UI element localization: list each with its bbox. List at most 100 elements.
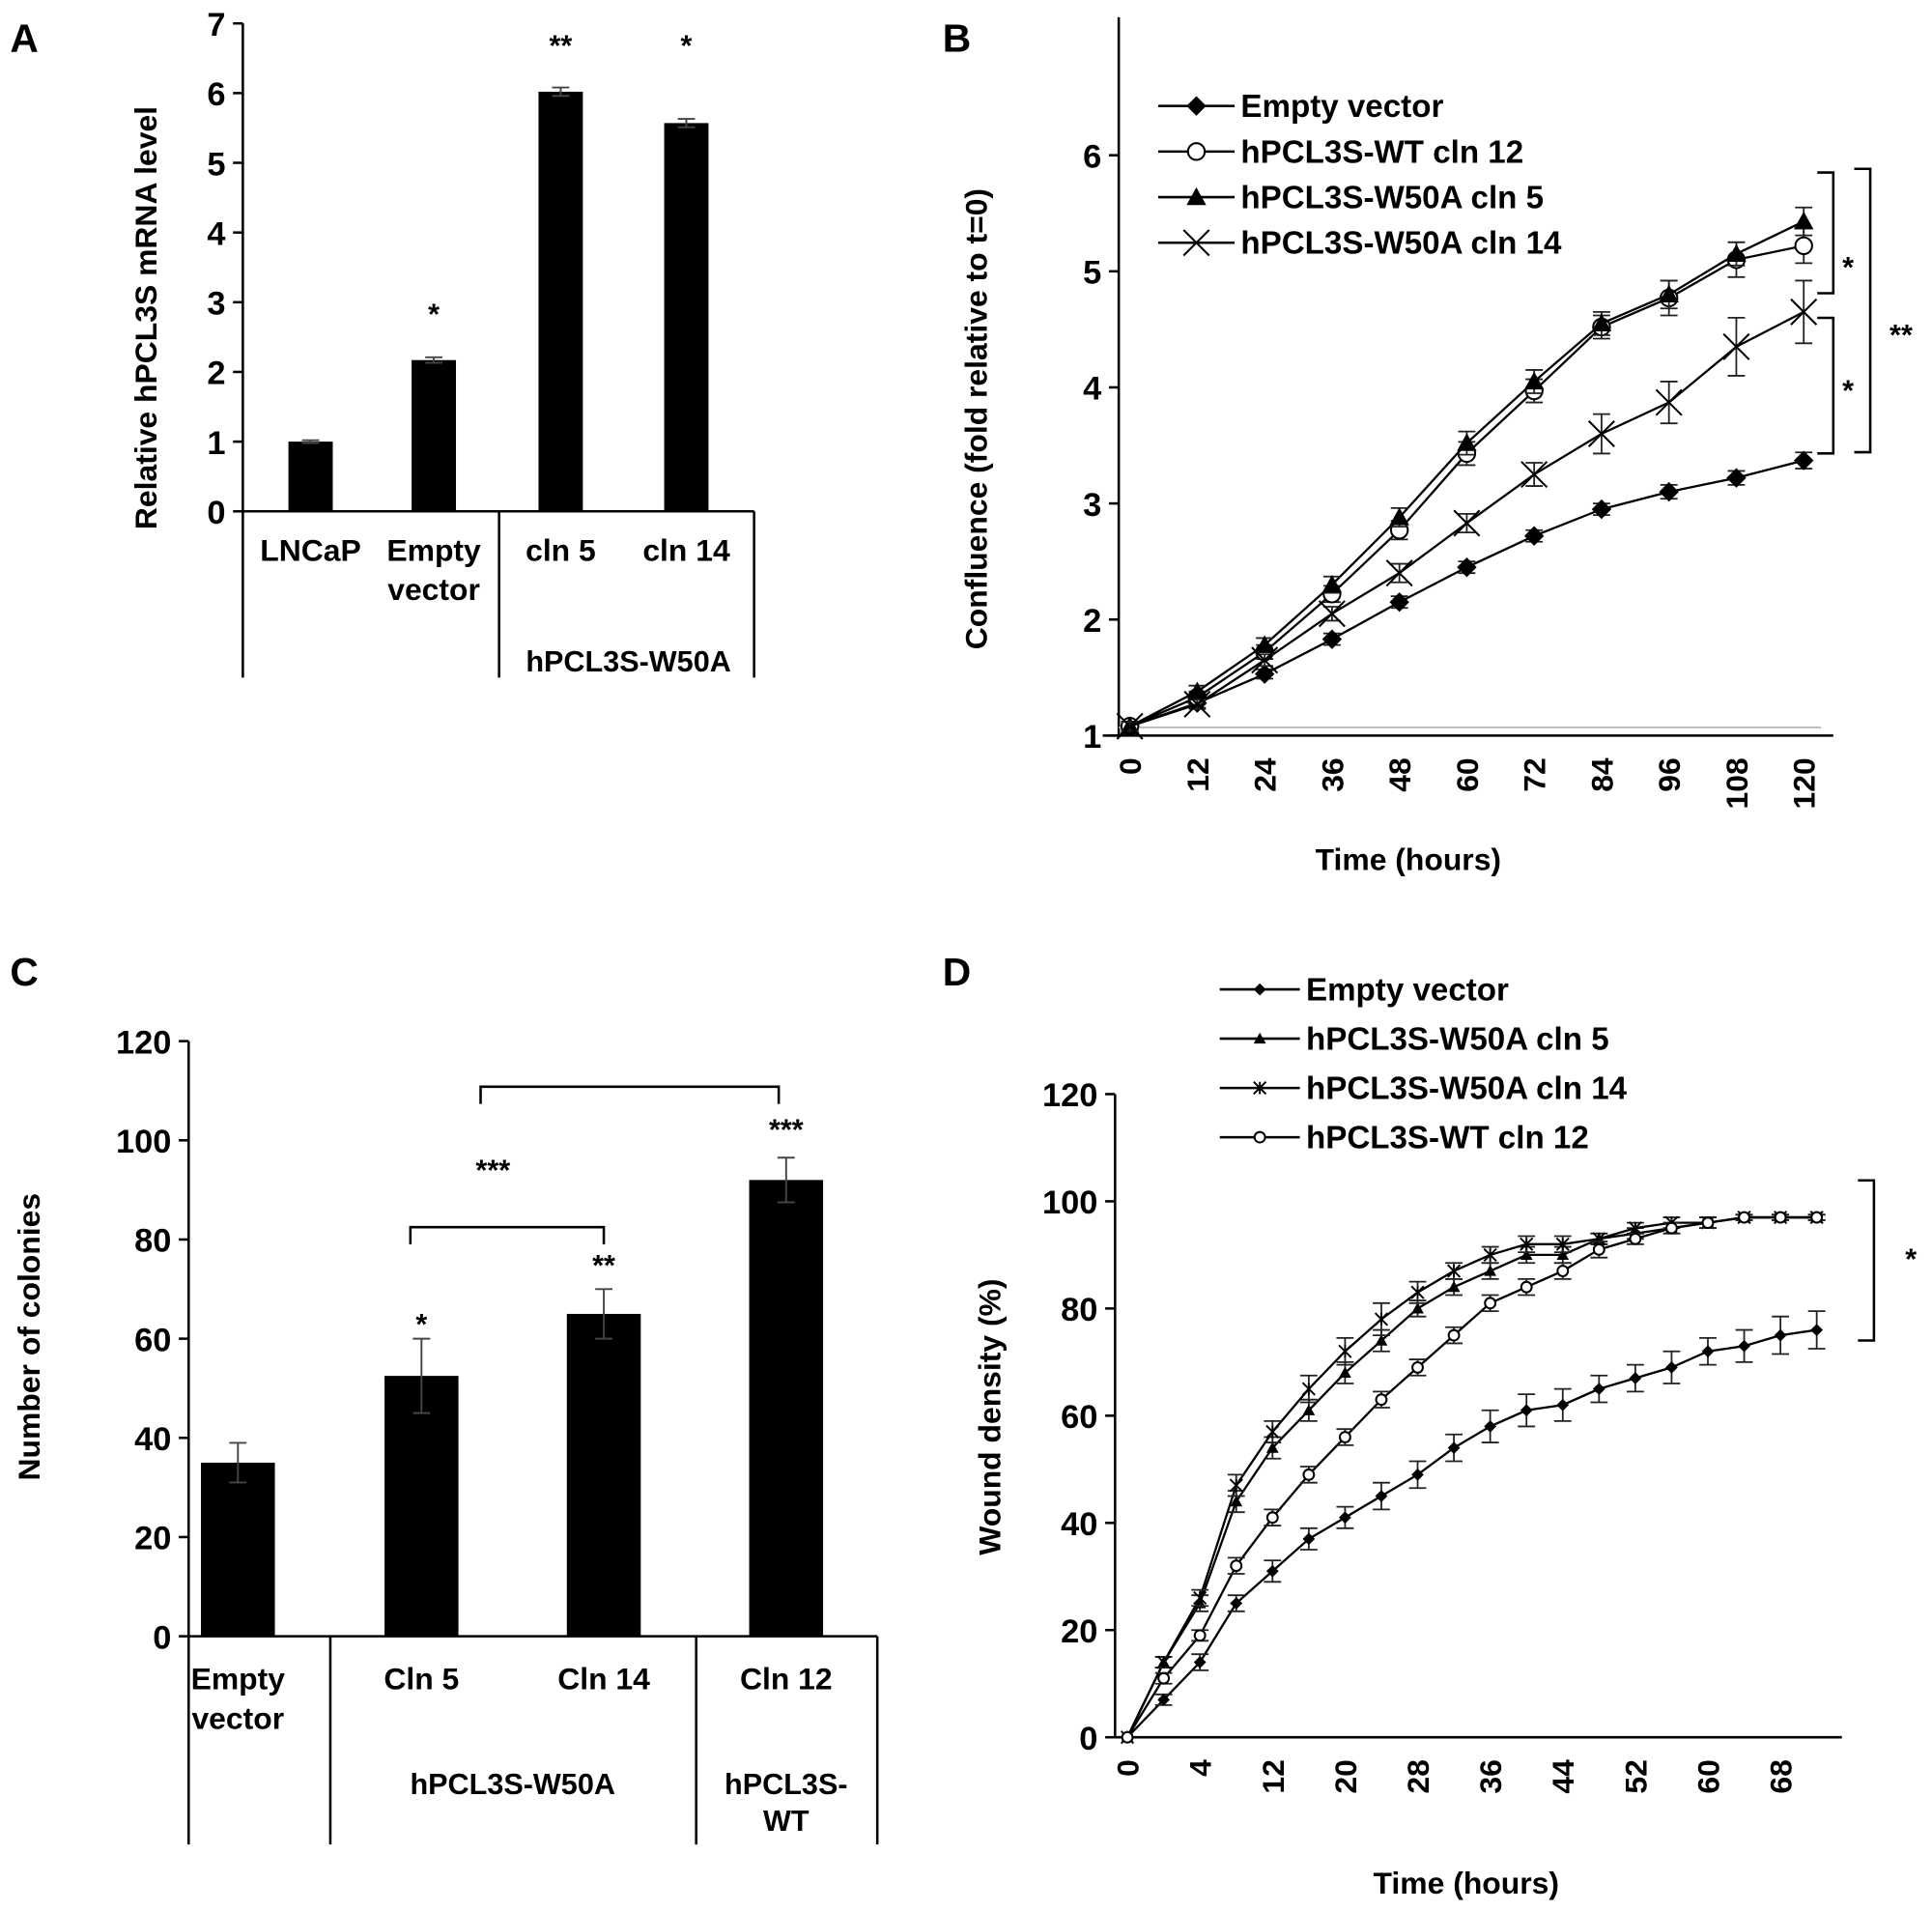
panel-d-xtick-label: 4 xyxy=(1183,1759,1218,1777)
panel-b-ytick-label: 2 xyxy=(1083,603,1101,640)
panel-d-data-point xyxy=(1520,1248,1533,1261)
panel-d-data-point xyxy=(1375,1490,1388,1502)
panel-b-data-point xyxy=(1794,236,1813,256)
panel-b-legend-marker xyxy=(1186,186,1207,206)
panel-d-data-point xyxy=(1738,1339,1750,1353)
panel-d-data-point xyxy=(1410,1285,1425,1299)
panel-b-legend-marker xyxy=(1182,229,1210,257)
panel-a-bar xyxy=(412,359,457,512)
panel-c-bar xyxy=(566,1313,641,1637)
panel-d-data-point xyxy=(1193,1629,1207,1642)
panel-d-data-point xyxy=(1338,1344,1352,1358)
panel-a-category-label: vector xyxy=(387,572,480,607)
panel-d-ytick-label: 40 xyxy=(1061,1506,1097,1543)
panel-b-legend-marker xyxy=(1186,96,1207,116)
panel-c-category-label: Cln 12 xyxy=(740,1661,833,1696)
panel-b-data-point xyxy=(1453,509,1481,537)
panel-d-ytick-label: 20 xyxy=(1061,1613,1097,1650)
panel-a-ylabel: Relative hPCL3S mRNA level xyxy=(128,106,163,529)
panel-a-ytick-label: 6 xyxy=(207,76,225,113)
panel-d-data-point xyxy=(1774,1211,1787,1224)
panel-c-ytick-label: 20 xyxy=(134,1521,171,1557)
panel-d-data-point xyxy=(1556,1248,1570,1261)
panel-d-data-point xyxy=(1411,1360,1424,1374)
panel-d-ytick-label: 60 xyxy=(1061,1399,1097,1436)
panel-b-legend-label: hPCL3S-W50A cln 5 xyxy=(1240,181,1544,216)
panel-d-data-point xyxy=(1810,1211,1824,1224)
panel-a-bar xyxy=(538,91,583,512)
panel-b-data-point xyxy=(1251,646,1279,674)
panel-d-data-point xyxy=(1592,1242,1605,1256)
panel-d-legend-label: hPCL3S-WT cln 12 xyxy=(1306,1121,1589,1156)
panel-d-xlabel: Time (hours) xyxy=(1374,1866,1559,1900)
panel-c-bracket xyxy=(479,1085,781,1104)
panel-d-data-point xyxy=(1520,1237,1534,1251)
panel-b-bracket xyxy=(1817,316,1835,455)
panel-a-ytick-label: 0 xyxy=(207,495,225,531)
panel-b-significance: ** xyxy=(1889,319,1913,352)
panel-b-data-point xyxy=(1722,332,1750,360)
panel-b-data-point xyxy=(1116,712,1144,740)
panel-b-series-line xyxy=(1129,244,1804,727)
panel-b-data-point xyxy=(1457,556,1477,578)
panel-b-xtick-label: 48 xyxy=(1382,757,1417,791)
panel-c-bracket-significance: *** xyxy=(475,1155,510,1187)
panel-d-data-point xyxy=(1375,1393,1388,1407)
panel-d-data-point xyxy=(1555,1237,1570,1251)
panel-d-data-point xyxy=(1592,1383,1605,1395)
panel-a-group-label: hPCL3S-W50A xyxy=(526,645,730,678)
panel-c-ytick-label: 80 xyxy=(134,1223,171,1260)
panel-d-xtick-label: 12 xyxy=(1256,1759,1291,1793)
panel-d-data-point xyxy=(1484,1297,1497,1310)
panel-b-data-point xyxy=(1655,388,1683,416)
panel-d-data-point xyxy=(1774,1328,1787,1342)
panel-d-data-point xyxy=(1701,1345,1715,1358)
panel-b-data-point xyxy=(1254,635,1275,653)
panel-d-xtick-label: 52 xyxy=(1618,1759,1653,1793)
panel-d-data-point xyxy=(1302,1532,1316,1546)
panel-d-data-point xyxy=(1374,1312,1389,1326)
panel-d-ylabel: Wound density (%) xyxy=(973,1278,1008,1554)
panel-d-data-point xyxy=(1484,1265,1497,1276)
panel-b-significance: * xyxy=(1842,251,1854,284)
panel-b-significance: * xyxy=(1842,374,1854,407)
panel-b-data-point xyxy=(1520,461,1548,489)
panel-a-ytick-label: 2 xyxy=(207,356,225,392)
panel-d-xtick-label: 0 xyxy=(1111,1759,1146,1777)
panel-b-data-point xyxy=(1726,243,1747,262)
panel-d-data-point xyxy=(1338,1431,1351,1443)
panel-b-data-point xyxy=(1659,284,1679,303)
panel-b-data-point xyxy=(1726,468,1747,488)
panel-a-category-label: cln 14 xyxy=(642,532,730,567)
panel-d-data-point xyxy=(1156,1655,1171,1669)
panel-d-data-point xyxy=(1665,1361,1678,1374)
panel-d-data-point xyxy=(1121,1730,1134,1744)
panel-b-data-point xyxy=(1523,371,1545,390)
panel-c-bracket xyxy=(409,1225,606,1245)
panel-d-legend-marker xyxy=(1253,1081,1267,1096)
panel-d-xtick-label: 44 xyxy=(1546,1759,1580,1794)
panel-d-series-line xyxy=(1126,1215,1817,1738)
panel-b-data-point xyxy=(1794,211,1814,230)
panel-d-data-point xyxy=(1447,1264,1462,1278)
panel-label-a: A xyxy=(10,16,38,61)
panel-b-ytick-label: 1 xyxy=(1083,719,1101,756)
panel-a-category-label: Empty xyxy=(386,532,481,567)
panel-d-xtick-label: 20 xyxy=(1328,1759,1363,1793)
panel-d-data-point xyxy=(1230,1597,1243,1610)
panel-d-data-point xyxy=(1339,1366,1351,1379)
panel-a-ytick-label: 5 xyxy=(207,146,225,183)
panel-b-xtick-label: 24 xyxy=(1248,757,1283,792)
panel-a-ytick-label: 1 xyxy=(207,425,225,462)
panel-d-data-point xyxy=(1483,1247,1497,1262)
panel-b-data-point xyxy=(1591,499,1612,520)
panel-a-category-label: cln 5 xyxy=(526,532,596,567)
panel-b-series-line xyxy=(1129,220,1804,727)
panel-a-category-label: LNCaP xyxy=(260,532,361,567)
panel-d-legend-marker xyxy=(1253,1130,1266,1144)
panel-d-data-point xyxy=(1265,1511,1279,1525)
panel-b-data-point xyxy=(1457,433,1477,451)
panel-b-data-point xyxy=(1794,450,1814,471)
panel-b-xtick-label: 0 xyxy=(1113,757,1148,775)
panel-b-data-point xyxy=(1659,481,1679,502)
